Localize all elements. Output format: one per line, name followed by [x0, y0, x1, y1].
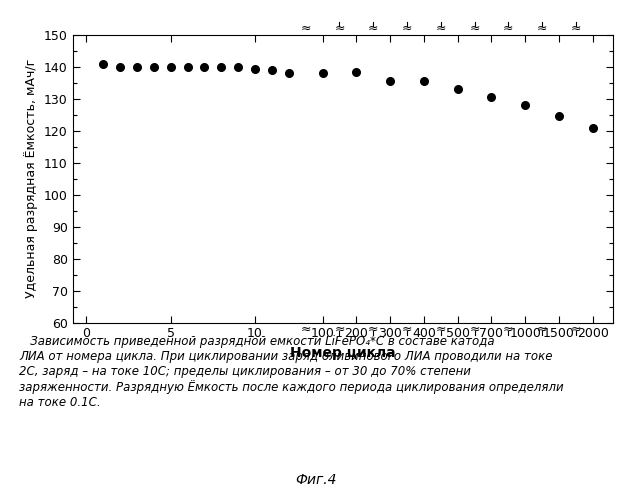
Text: ≈: ≈ [402, 322, 412, 336]
Text: ≈: ≈ [334, 322, 344, 336]
Text: ≈: ≈ [537, 22, 547, 35]
Text: ≈: ≈ [300, 22, 311, 35]
Text: ≈: ≈ [503, 22, 514, 35]
Text: ≈: ≈ [368, 22, 379, 35]
Text: ≈: ≈ [368, 322, 379, 336]
X-axis label: Номер цикла: Номер цикла [290, 346, 396, 360]
Text: ≈: ≈ [470, 22, 480, 35]
Text: Фиг.4: Фиг.4 [295, 474, 337, 488]
Text: ≈: ≈ [470, 322, 480, 336]
Text: ≈: ≈ [334, 22, 344, 35]
Text: ≈: ≈ [435, 322, 446, 336]
Text: ≈: ≈ [435, 22, 446, 35]
Text: ≈: ≈ [402, 22, 412, 35]
Text: ≈: ≈ [503, 322, 514, 336]
Text: Зависимость приведенной разрядной емкости LiFePO₄*C в составе катода
ЛИА от номе: Зависимость приведенной разрядной емкост… [19, 335, 564, 409]
Text: ≈: ≈ [300, 322, 311, 336]
Text: ≈: ≈ [571, 22, 581, 35]
Text: ≈: ≈ [571, 322, 581, 336]
Y-axis label: Удельная разрядная Ёмкость, мАч/г: Удельная разрядная Ёмкость, мАч/г [25, 59, 39, 298]
Text: ≈: ≈ [537, 322, 547, 336]
